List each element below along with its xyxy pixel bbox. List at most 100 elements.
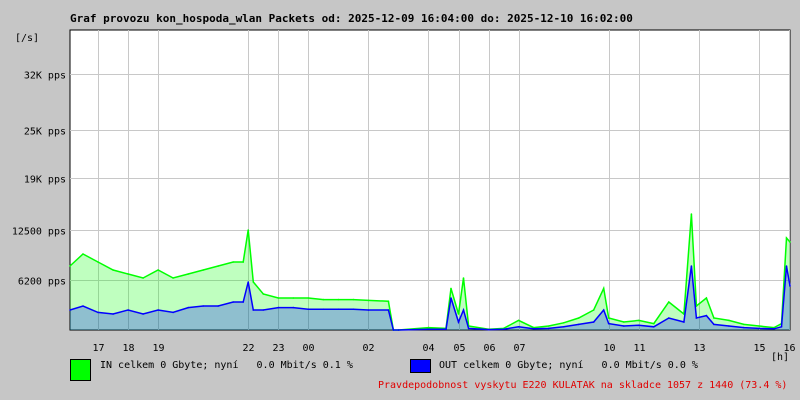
series-in-point <box>668 301 670 303</box>
series-in-point <box>142 277 144 279</box>
series-out-point <box>307 308 310 311</box>
series-in-point <box>462 277 465 279</box>
series-layer <box>69 213 791 331</box>
series-out-point <box>262 309 265 311</box>
x-tick-label: 07 <box>513 343 525 354</box>
footer-note: Pravdepodobnost vyskytu E220 KULATAK na … <box>378 380 788 391</box>
x-tick-label: 11 <box>633 343 645 354</box>
series-in-point <box>457 313 460 315</box>
series-in-point <box>307 297 310 299</box>
series-out-point <box>638 324 640 327</box>
y-tick-label: 6200 pps <box>18 277 66 288</box>
series-out-point <box>789 285 791 287</box>
series-out-point <box>547 327 550 330</box>
series-in-point <box>187 273 189 275</box>
y-tick-label: 25K pps <box>24 127 66 138</box>
series-in-point <box>517 319 520 322</box>
series-in-point <box>337 298 340 301</box>
x-tick-label: 22 <box>242 343 254 354</box>
series-out-point <box>683 321 685 323</box>
series-out-point <box>82 305 84 307</box>
series-out-point <box>705 314 708 317</box>
y-tick-labels: 6200 pps 12500 pps 19K pps 25K pps 32K pps <box>12 71 66 288</box>
series-in-point <box>157 269 159 271</box>
series-in-point <box>713 317 715 319</box>
series-in-point <box>262 293 265 295</box>
x-tick-label: 23 <box>272 343 284 354</box>
series-in-point <box>592 309 595 311</box>
series-out-point <box>758 327 760 330</box>
series-out-point <box>69 309 71 311</box>
series-in-point <box>785 237 788 239</box>
series-out-point <box>517 326 520 328</box>
series-in-point <box>202 269 204 271</box>
y-axis-label: [/s] <box>15 33 39 44</box>
series-out-point <box>773 328 775 330</box>
series-in-point <box>82 253 84 255</box>
x-tick-label: 02 <box>362 343 374 354</box>
series-out-point <box>668 317 670 319</box>
series-out-point <box>112 313 114 315</box>
series-out-point <box>532 328 535 330</box>
series-out-point <box>337 308 340 311</box>
series-in-point <box>352 298 355 301</box>
series-out-point <box>202 305 204 307</box>
series-in-point <box>127 273 129 275</box>
series-in-point <box>97 261 99 263</box>
series-in-point <box>743 323 745 326</box>
x-tick-label: 19 <box>152 343 164 354</box>
series-out-point <box>352 308 355 311</box>
series-in-point <box>577 317 580 319</box>
series-out-area <box>70 266 790 330</box>
series-in-point <box>217 265 219 267</box>
series-in-point <box>247 229 249 231</box>
series-out-point <box>577 323 580 326</box>
series-in-point <box>322 298 325 301</box>
series-out-point <box>232 301 234 303</box>
series-out-point <box>695 317 698 319</box>
series-out-point <box>292 306 295 309</box>
series-in-point <box>69 265 71 267</box>
series-out-point <box>592 321 595 323</box>
series-out-point <box>467 327 470 330</box>
series-out-point <box>427 328 430 331</box>
series-out-point <box>277 306 280 309</box>
x-tick-label: 15 <box>753 343 765 354</box>
series-in-area <box>70 214 790 330</box>
series-out-point <box>462 309 465 311</box>
x-tick-label: 13 <box>693 343 705 354</box>
series-out-point <box>142 313 144 315</box>
series-in-point <box>252 281 255 283</box>
series-out-point <box>397 329 400 331</box>
legend-in-text: IN celkem 0 Gbyte; nyní 0.0 Mbit/s 0.1 % <box>100 360 353 371</box>
series-out-point <box>713 323 715 326</box>
series-in-point <box>427 326 430 329</box>
series-out-line <box>69 265 791 331</box>
legend-out-swatch <box>410 359 431 373</box>
series-in-point <box>758 325 760 327</box>
series-in-point <box>623 321 625 323</box>
series-out-point <box>252 309 255 311</box>
series-out-point <box>785 265 788 267</box>
series-out-point <box>607 322 610 325</box>
series-out-point <box>690 265 693 267</box>
series-in-line <box>69 213 791 331</box>
series-in-point <box>242 261 244 263</box>
series-out-point <box>562 326 565 328</box>
series-in-point <box>602 287 605 290</box>
series-out-point <box>653 326 655 328</box>
x-tick-label: 04 <box>422 343 434 354</box>
legend-out-text: OUT celkem 0 Gbyte; nyní 0.0 Mbit/s 0.0 … <box>439 360 698 371</box>
series-in-point <box>690 213 693 215</box>
series-in-point <box>705 297 708 299</box>
series-out-point <box>97 311 99 314</box>
legend-in-swatch <box>70 359 91 381</box>
series-out-point <box>187 306 189 309</box>
x-tick-labels: 17 18 19 22 23 00 02 04 05 06 07 10 11 13 15 16 <box>92 343 795 354</box>
series-in-point <box>562 322 565 324</box>
y-tick-label: 12500 pps <box>12 227 66 238</box>
series-out-point <box>392 329 395 331</box>
grid-lines <box>70 30 790 330</box>
series-out-point <box>780 326 783 328</box>
